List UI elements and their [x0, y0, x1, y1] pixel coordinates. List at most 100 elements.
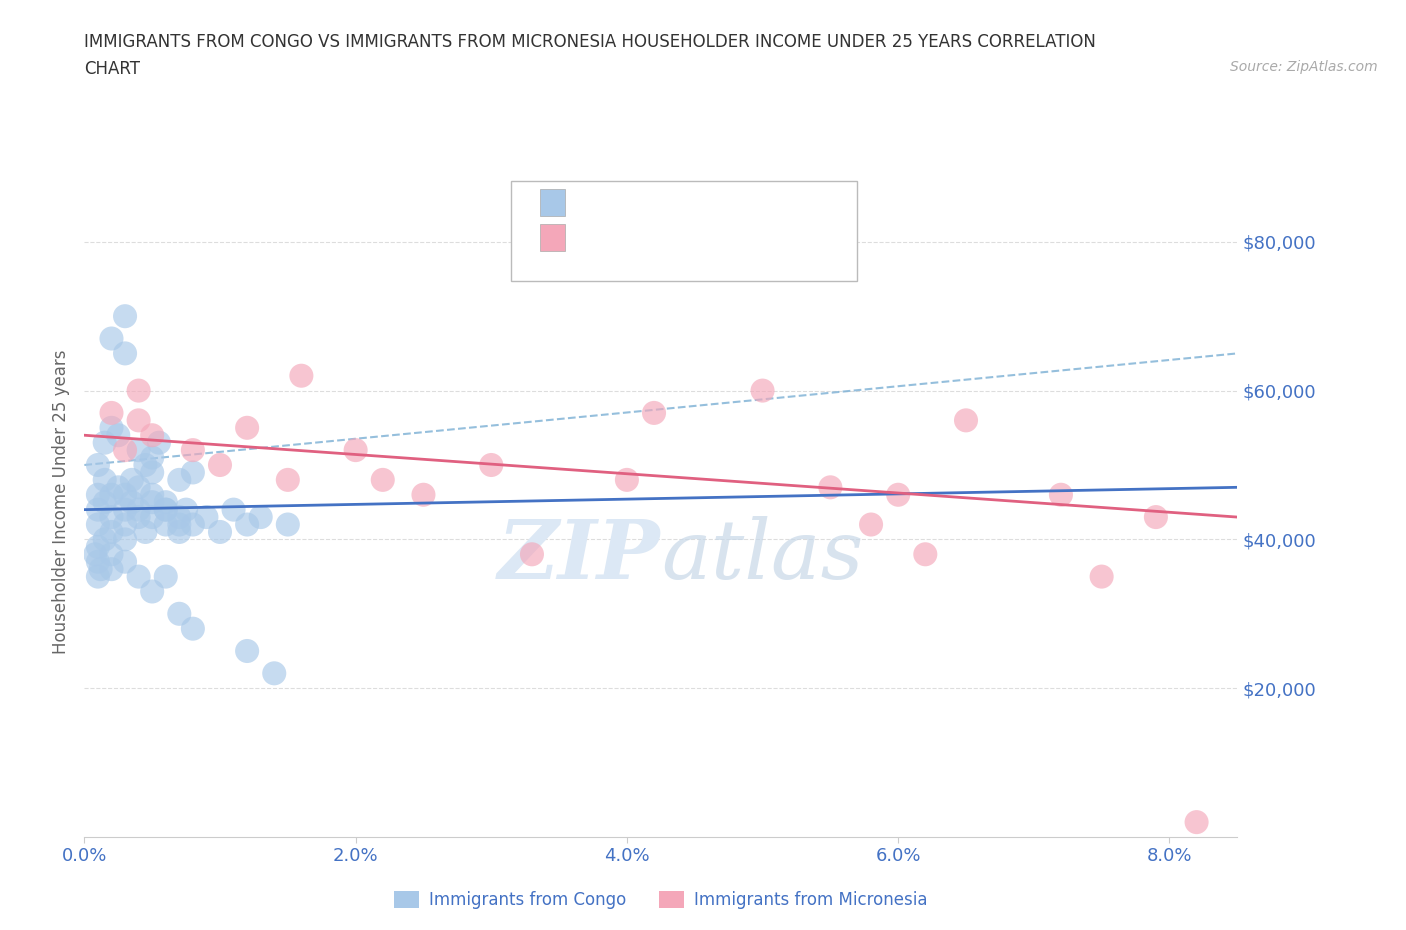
- Point: [155, 502, 177, 517]
- Point: [100, 487, 122, 502]
- Point: [181, 621, 204, 636]
- Point: [93, 472, 115, 487]
- Text: ZIP: ZIP: [498, 516, 661, 596]
- Point: [128, 413, 150, 428]
- Point: [128, 569, 150, 584]
- Point: [128, 383, 150, 398]
- FancyBboxPatch shape: [540, 224, 565, 251]
- Point: [277, 517, 299, 532]
- Point: [344, 443, 367, 458]
- Point: [87, 569, 110, 584]
- Y-axis label: Householder Income Under 25 years: Householder Income Under 25 years: [52, 350, 70, 655]
- Point: [100, 562, 122, 577]
- Point: [141, 450, 163, 465]
- Point: [114, 532, 136, 547]
- Point: [141, 428, 163, 443]
- Point: [1144, 510, 1167, 525]
- Point: [114, 487, 136, 502]
- Point: [121, 472, 143, 487]
- Point: [93, 435, 115, 450]
- Text: atlas: atlas: [661, 516, 863, 596]
- Point: [84, 547, 107, 562]
- Point: [169, 510, 191, 525]
- Point: [887, 487, 910, 502]
- Point: [87, 554, 110, 569]
- Point: [100, 510, 122, 525]
- Point: [155, 569, 177, 584]
- Point: [141, 510, 163, 525]
- Text: R = -0.192   N = 27: R = -0.192 N = 27: [579, 229, 742, 246]
- Point: [820, 480, 842, 495]
- Point: [114, 443, 136, 458]
- Point: [914, 547, 936, 562]
- Point: [87, 487, 110, 502]
- Point: [277, 472, 299, 487]
- Point: [148, 435, 170, 450]
- Point: [155, 495, 177, 510]
- Point: [195, 510, 218, 525]
- Point: [616, 472, 638, 487]
- Point: [155, 517, 177, 532]
- Point: [1091, 569, 1114, 584]
- Text: Source: ZipAtlas.com: Source: ZipAtlas.com: [1230, 60, 1378, 74]
- FancyBboxPatch shape: [510, 180, 856, 281]
- Point: [87, 539, 110, 554]
- Point: [128, 502, 150, 517]
- Legend: Immigrants from Congo, Immigrants from Micronesia: Immigrants from Congo, Immigrants from M…: [387, 884, 935, 916]
- Point: [181, 465, 204, 480]
- Point: [134, 525, 156, 539]
- Point: [100, 420, 122, 435]
- Point: [100, 405, 122, 420]
- Point: [520, 547, 543, 562]
- Point: [955, 413, 977, 428]
- Point: [128, 443, 150, 458]
- Point: [222, 502, 245, 517]
- Point: [141, 465, 163, 480]
- Point: [93, 532, 115, 547]
- Point: [87, 502, 110, 517]
- Point: [860, 517, 883, 532]
- Point: [371, 472, 394, 487]
- Point: [141, 584, 163, 599]
- FancyBboxPatch shape: [540, 189, 565, 216]
- Point: [128, 510, 150, 525]
- Point: [90, 562, 112, 577]
- Point: [643, 405, 665, 420]
- Point: [87, 458, 110, 472]
- Point: [181, 443, 204, 458]
- Point: [1050, 487, 1073, 502]
- Point: [290, 368, 312, 383]
- Point: [93, 495, 115, 510]
- Point: [249, 510, 271, 525]
- Point: [181, 517, 204, 532]
- Point: [141, 495, 163, 510]
- Text: CHART: CHART: [84, 60, 141, 78]
- Point: [208, 525, 231, 539]
- Point: [134, 458, 156, 472]
- Point: [236, 517, 259, 532]
- Point: [236, 644, 259, 658]
- Point: [169, 606, 191, 621]
- Point: [107, 428, 129, 443]
- Point: [236, 420, 259, 435]
- Point: [412, 487, 434, 502]
- Point: [1185, 815, 1208, 830]
- Point: [208, 458, 231, 472]
- Text: IMMIGRANTS FROM CONGO VS IMMIGRANTS FROM MICRONESIA HOUSEHOLDER INCOME UNDER 25 : IMMIGRANTS FROM CONGO VS IMMIGRANTS FROM…: [84, 33, 1097, 50]
- Point: [141, 487, 163, 502]
- Point: [169, 472, 191, 487]
- Point: [107, 480, 129, 495]
- Point: [169, 517, 191, 532]
- Point: [114, 554, 136, 569]
- Text: R = 0.099    N = 67: R = 0.099 N = 67: [579, 193, 741, 211]
- Point: [100, 331, 122, 346]
- Point: [155, 502, 177, 517]
- Point: [128, 480, 150, 495]
- Point: [100, 547, 122, 562]
- Point: [114, 309, 136, 324]
- Point: [114, 517, 136, 532]
- Point: [114, 346, 136, 361]
- Point: [751, 383, 773, 398]
- Point: [169, 525, 191, 539]
- Point: [263, 666, 285, 681]
